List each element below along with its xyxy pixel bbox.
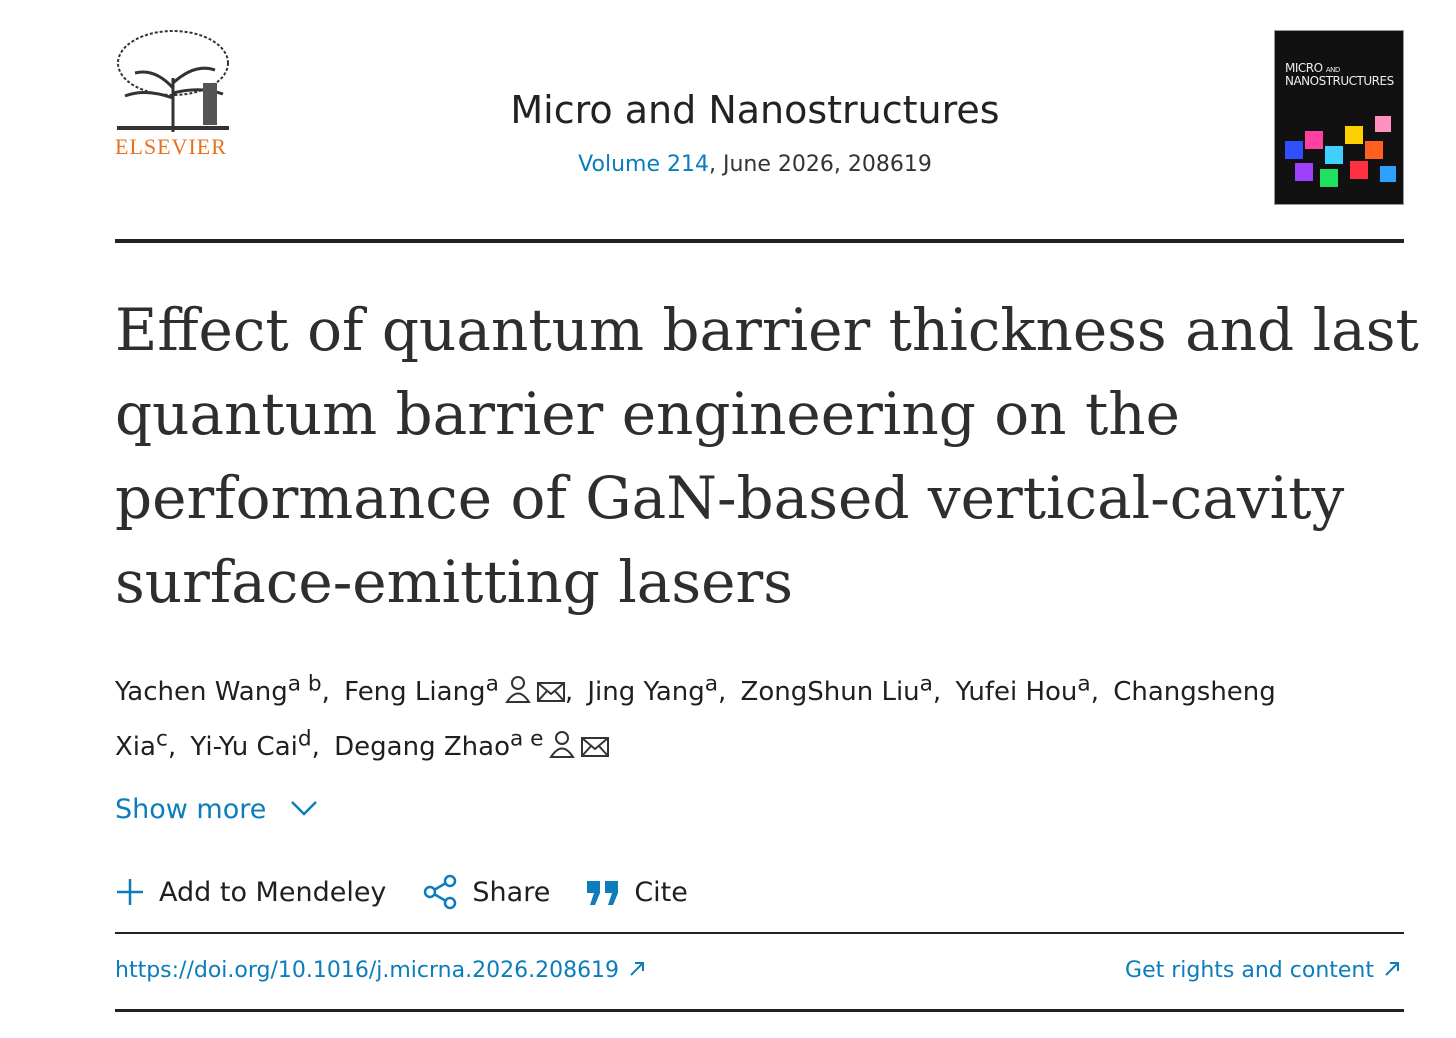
- separator: ,: [167, 732, 177, 763]
- title-line: quantum barrier engineering on the: [115, 380, 1180, 448]
- journal-cover[interactable]: MICRO AND NANOSTRUCTURES: [1274, 30, 1404, 205]
- cover-and: AND: [1325, 66, 1340, 74]
- quote-icon: [587, 881, 619, 905]
- author-name[interactable]: Degang Zhao: [334, 732, 510, 763]
- cover-art: [1285, 116, 1396, 187]
- action-bar: Add to Mendeley Share Cite: [115, 874, 688, 910]
- separator: ,: [1090, 676, 1099, 707]
- affiliation: d: [297, 726, 312, 752]
- doi-link[interactable]: https://doi.org/10.1016/j.micrna.2026.20…: [115, 958, 649, 983]
- title-line: Effect of quantum barrier thickness and …: [115, 296, 1419, 364]
- author[interactable]: Feng Lianga: [344, 671, 565, 707]
- publisher: ELSEVIER: [115, 134, 227, 159]
- person-icon: [549, 731, 576, 759]
- journal-title[interactable]: Micro and Nanostructures: [510, 88, 1000, 132]
- author[interactable]: ZongShun Liua: [740, 671, 933, 707]
- author-name[interactable]: Yachen Wang: [115, 676, 288, 707]
- divider: [115, 239, 1404, 243]
- volume-info: , June 2026, 208619: [708, 152, 932, 177]
- title-line: surface-emitting lasers: [115, 548, 793, 616]
- author-name[interactable]: Yufei Hou: [955, 676, 1078, 707]
- author[interactable]: Jing Yanga: [587, 671, 718, 707]
- action-label[interactable]: Share: [472, 876, 551, 908]
- affiliation: a b: [287, 671, 322, 696]
- cover-line: MICRO AND: [1285, 61, 1340, 75]
- mail-icon: [581, 737, 610, 758]
- author-name[interactable]: Feng Liang: [344, 676, 486, 707]
- affiliation: a e: [509, 726, 544, 752]
- doi-text[interactable]: https://doi.org/10.1016/j.micrna.2026.20…: [115, 958, 620, 983]
- volume-link[interactable]: Volume 214: [578, 152, 709, 177]
- show-more-text[interactable]: Show more: [115, 794, 267, 825]
- external-icon: [1385, 962, 1399, 976]
- share-icon: [424, 874, 457, 910]
- author[interactable]: Degang Zhaoa e: [334, 727, 610, 763]
- volume-line: Volume 214, June 2026, 208619: [0, 152, 1456, 177]
- mendeley-button[interactable]: Add to Mendeley: [115, 877, 386, 908]
- cover-title: MICRO: [1285, 61, 1323, 75]
- separator: ,: [311, 732, 320, 763]
- divider: [115, 1009, 1404, 1012]
- cite-button[interactable]: Cite: [586, 877, 688, 908]
- separator: ,: [932, 676, 942, 707]
- author-list: Yachen Wanga b, Feng Lianga, Jing Yanga,…: [115, 660, 1315, 771]
- author-name[interactable]: Changsheng Xia: [115, 676, 1276, 763]
- rights-text[interactable]: Get rights and content: [1125, 958, 1374, 983]
- share-button[interactable]: Share: [422, 874, 550, 910]
- title-line: performance of GaN-based vertical-cavity: [115, 464, 1345, 532]
- mail-icon: [536, 681, 565, 702]
- author[interactable]: Yi-Yu Caid: [190, 727, 311, 763]
- separator: ,: [564, 676, 574, 707]
- article-title: Effect of quantum barrier thickness and …: [115, 288, 1419, 624]
- affiliation: a: [919, 671, 933, 696]
- affiliation: a: [485, 671, 499, 696]
- action-label[interactable]: Cite: [634, 876, 688, 908]
- action-label[interactable]: Add to Mendeley: [159, 876, 387, 908]
- author[interactable]: Yachen Wanga b: [115, 671, 322, 707]
- author[interactable]: Changsheng Xiac: [115, 677, 1276, 763]
- separator: ,: [718, 676, 727, 707]
- affiliation: a: [1077, 671, 1091, 696]
- author-name[interactable]: Jing Yang: [587, 676, 705, 707]
- divider: [115, 932, 1404, 934]
- person-icon: [505, 675, 531, 703]
- separator: ,: [321, 676, 330, 707]
- author-name[interactable]: Yi-Yu Cai: [190, 732, 298, 763]
- show-more[interactable]: Show more: [115, 794, 319, 825]
- affiliation: c: [155, 726, 168, 752]
- external-icon: [630, 962, 645, 976]
- author[interactable]: Yufei Houa: [955, 671, 1090, 707]
- chevron-icon: [291, 801, 317, 816]
- author-name[interactable]: ZongShun Liu: [740, 676, 920, 707]
- cover-subtitle: NANOSTRUCTURES: [1285, 74, 1394, 88]
- affiliation: a: [704, 671, 719, 696]
- rights-link[interactable]: Get rights and content: [1125, 958, 1404, 983]
- plus-icon: [117, 879, 143, 905]
- elsevier-tree: [117, 30, 229, 132]
